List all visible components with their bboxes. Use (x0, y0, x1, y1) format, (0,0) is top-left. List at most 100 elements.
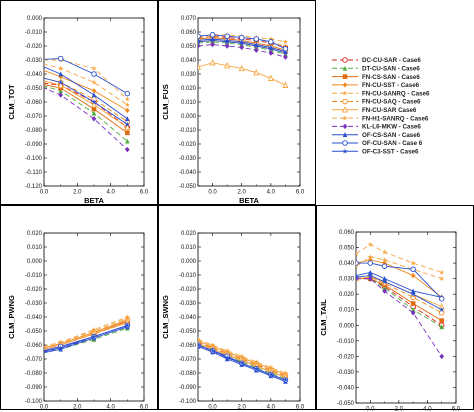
data-point (124, 123, 131, 130)
data-point (57, 65, 64, 71)
series-line (44, 326, 128, 353)
data-point (57, 81, 64, 88)
series-line (44, 326, 128, 354)
data-point (367, 253, 374, 260)
series-line (44, 77, 128, 122)
data-point (198, 342, 201, 348)
data-point (253, 360, 260, 366)
data-point (439, 318, 445, 323)
data-point (410, 288, 416, 294)
data-point (268, 365, 274, 372)
data-point (268, 50, 274, 56)
series-line (44, 324, 128, 352)
data-point (268, 45, 274, 52)
x-tick-label: 6.0 (452, 407, 461, 412)
y-tick-label: -0.010 (25, 30, 43, 36)
data-point (367, 269, 373, 275)
legend-label: DT-CU-SAN - Case6 (362, 66, 420, 73)
y-tick-label: -0.040 (25, 72, 43, 78)
data-point (282, 81, 289, 88)
y-axis-label: CLM_SWNG (161, 295, 170, 339)
data-point (125, 130, 130, 136)
data-point (253, 43, 260, 49)
legend-marker (342, 132, 348, 137)
data-point (209, 343, 216, 349)
x-tick-label: 6.0 (140, 190, 149, 196)
legend-entry: KL-L6-MKW - Case6 (332, 124, 421, 131)
y-tick-label: -0.070 (179, 357, 197, 363)
data-point (438, 296, 445, 302)
series-line (44, 66, 128, 120)
legend-marker (342, 74, 348, 79)
series-line (44, 63, 128, 106)
x-tick-label: 6.0 (140, 405, 149, 411)
y-axis-label: CLM_PWNG (7, 295, 16, 339)
legend-entry: FN-CU-SANRQ - Case6 (332, 90, 430, 97)
data-point (25, 78, 30, 83)
series-line (44, 82, 128, 128)
data-point (253, 365, 260, 372)
series-group (198, 336, 289, 384)
data-point (224, 354, 230, 360)
data-point (124, 315, 131, 321)
data-point (238, 360, 245, 366)
data-point (124, 322, 131, 328)
data-point (25, 350, 30, 355)
data-point (381, 257, 388, 263)
legend-marker (342, 140, 348, 146)
data-point (124, 96, 131, 102)
y-tick-label: 0.010 (181, 100, 197, 106)
data-point (381, 263, 388, 269)
y-tick-label: 0.060 (181, 30, 197, 36)
data-point (410, 266, 416, 273)
data-point (91, 65, 97, 71)
x-tick-label: 2.0 (395, 407, 404, 412)
y-tick-label: 0.020 (339, 292, 355, 298)
legend-marker (342, 90, 348, 96)
data-point (91, 71, 97, 77)
data-point (356, 274, 359, 280)
y-tick-label: -0.090 (25, 385, 43, 391)
y-tick-label: -0.040 (337, 385, 355, 391)
data-point (282, 377, 289, 383)
data-point (25, 351, 30, 356)
y-tick-label: -0.090 (25, 142, 43, 148)
panel-frame (158, 0, 316, 205)
data-point (198, 43, 201, 49)
y-tick-label: 0.000 (181, 259, 197, 265)
data-point (25, 79, 30, 84)
x-tick-label: 4.0 (106, 405, 115, 411)
y-tick-label: -0.030 (25, 58, 43, 64)
data-point (238, 64, 245, 72)
series-line (44, 327, 128, 354)
data-point (25, 78, 30, 83)
data-point (410, 260, 416, 266)
legend-entry: FN-CU-SST - Case6 (332, 82, 420, 89)
data-point (356, 250, 359, 257)
series-line (44, 77, 128, 125)
data-point (268, 39, 274, 45)
data-point (367, 260, 374, 266)
data-point (57, 79, 64, 85)
data-point (282, 43, 289, 49)
x-axis-label: BETA (239, 196, 259, 205)
data-point (224, 43, 230, 49)
legend-entry: OF-CS-SAN - Case6 (332, 132, 421, 139)
series-line (44, 58, 128, 94)
panel-frame (158, 205, 316, 410)
y-tick-label: 0.020 (181, 86, 197, 92)
y-tick-label: -0.030 (25, 301, 43, 307)
data-point (25, 351, 30, 356)
data-point (439, 353, 445, 360)
series-line (44, 87, 128, 150)
y-tick-label: 0.070 (181, 16, 197, 22)
data-point (438, 269, 445, 275)
data-point (91, 328, 97, 334)
y-axis-label: CLM_TOT (7, 84, 16, 120)
x-tick-label: 6.0 (296, 405, 305, 411)
y-tick-label: -0.050 (179, 329, 197, 335)
legend-entry: FN-H1-SANRQ - Case6 (332, 115, 429, 122)
x-tick-label: 4.0 (423, 407, 432, 412)
data-point (253, 47, 259, 53)
